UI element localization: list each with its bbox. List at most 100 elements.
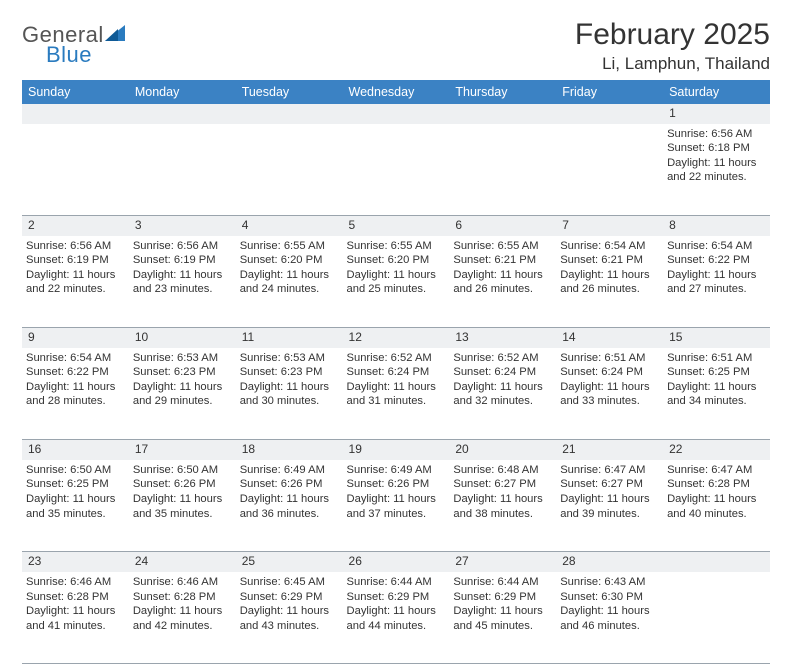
sunset-text: Sunset: 6:19 PM bbox=[133, 253, 232, 268]
day-detail-cell: Sunrise: 6:46 AMSunset: 6:28 PMDaylight:… bbox=[129, 572, 236, 664]
daylight-text: Daylight: 11 hours and 39 minutes. bbox=[560, 492, 659, 521]
day-detail-cell: Sunrise: 6:54 AMSunset: 6:22 PMDaylight:… bbox=[22, 348, 129, 440]
sunrise-text: Sunrise: 6:56 AM bbox=[667, 127, 766, 142]
day-detail-cell bbox=[236, 124, 343, 216]
day-number-cell: 28 bbox=[556, 552, 663, 572]
sunrise-text: Sunrise: 6:44 AM bbox=[347, 575, 446, 590]
location: Li, Lamphun, Thailand bbox=[575, 54, 770, 74]
daynum-row: 16171819202122 bbox=[22, 440, 770, 460]
sunset-text: Sunset: 6:26 PM bbox=[240, 477, 339, 492]
daynum-row: 1 bbox=[22, 104, 770, 124]
sunset-text: Sunset: 6:25 PM bbox=[667, 365, 766, 380]
daylight-text: Daylight: 11 hours and 31 minutes. bbox=[347, 380, 446, 409]
sunset-text: Sunset: 6:21 PM bbox=[560, 253, 659, 268]
weekday-header: Sunday bbox=[22, 80, 129, 104]
day-detail-cell: Sunrise: 6:49 AMSunset: 6:26 PMDaylight:… bbox=[236, 460, 343, 552]
detail-row: Sunrise: 6:56 AM Sunset: 6:19 PM Daylight:… bbox=[22, 236, 770, 328]
day-detail-cell bbox=[22, 124, 129, 216]
day-number-cell: 5 bbox=[343, 216, 450, 236]
daylight-text: Daylight: 11 hours and 38 minutes. bbox=[453, 492, 552, 521]
daylight-text: Daylight: 11 hours and 46 minutes. bbox=[560, 604, 659, 633]
daylight-text: Daylight: 11 hours and 40 minutes. bbox=[667, 492, 766, 521]
logo: General Blue bbox=[22, 18, 126, 74]
day-number-cell: 23 bbox=[22, 552, 129, 572]
sunset-text: Sunset: 6:23 PM bbox=[240, 365, 339, 380]
logo-text-blue: Blue bbox=[46, 42, 92, 67]
day-detail-cell: Sunrise: 6:45 AMSunset: 6:29 PMDaylight:… bbox=[236, 572, 343, 664]
sunrise-text: Sunrise: 6:53 AM bbox=[240, 351, 339, 366]
daylight-text: Daylight: 11 hours and 43 minutes. bbox=[240, 604, 339, 633]
day-detail-cell: Sunrise: 6:47 AMSunset: 6:27 PMDaylight:… bbox=[556, 460, 663, 552]
sunset-text: Sunset: 6:28 PM bbox=[133, 590, 232, 605]
header: General Blue February 2025 Li, Lamphun, … bbox=[22, 18, 770, 74]
day-detail-cell: Sunrise: 6:49 AMSunset: 6:26 PMDaylight:… bbox=[343, 460, 450, 552]
day-number-cell bbox=[129, 104, 236, 124]
detail-row: Sunrise: 6:46 AMSunset: 6:28 PMDaylight:… bbox=[22, 572, 770, 664]
sunrise-text: Sunrise: 6:46 AM bbox=[133, 575, 232, 590]
day-detail-cell: Sunrise: 6:56 AMSunset: 6:18 PMDaylight:… bbox=[663, 124, 770, 216]
daynum-row: 2345678 bbox=[22, 216, 770, 236]
sunset-text: Sunset: 6:25 PM bbox=[26, 477, 125, 492]
day-number-cell bbox=[663, 552, 770, 572]
day-number-cell: 27 bbox=[449, 552, 556, 572]
day-number-cell: 17 bbox=[129, 440, 236, 460]
sunset-text: Sunset: 6:29 PM bbox=[453, 590, 552, 605]
daylight-text: Daylight: 11 hours and 33 minutes. bbox=[560, 380, 659, 409]
day-detail-cell: Sunrise: 6:48 AMSunset: 6:27 PMDaylight:… bbox=[449, 460, 556, 552]
daylight-text: Daylight: 11 hours and 34 minutes. bbox=[667, 380, 766, 409]
day-number-cell: 16 bbox=[22, 440, 129, 460]
weekday-header: Thursday bbox=[449, 80, 556, 104]
sunset-text: Sunset: 6:29 PM bbox=[347, 590, 446, 605]
day-detail-cell: Sunrise: 6:51 AMSunset: 6:25 PMDaylight:… bbox=[663, 348, 770, 440]
day-detail-cell: Sunrise: 6:53 AMSunset: 6:23 PMDaylight:… bbox=[129, 348, 236, 440]
day-detail-cell: Sunrise: 6:55 AMSunset: 6:20 PMDaylight:… bbox=[343, 236, 450, 328]
sunrise-text: Sunrise: 6:54 AM bbox=[667, 239, 766, 254]
sunset-text: Sunset: 6:26 PM bbox=[347, 477, 446, 492]
day-number-cell: 22 bbox=[663, 440, 770, 460]
daylight-text: Daylight: 11 hours and 26 minutes. bbox=[560, 268, 659, 297]
sunset-text: Sunset: 6:29 PM bbox=[240, 590, 339, 605]
sunrise-text: Sunrise: 6:44 AM bbox=[453, 575, 552, 590]
daynum-row: 232425262728 bbox=[22, 552, 770, 572]
weekday-header: Wednesday bbox=[343, 80, 450, 104]
sunset-text: Sunset: 6:22 PM bbox=[667, 253, 766, 268]
day-detail-cell: Sunrise: 6:56 AMSunset: 6:19 PMDaylight:… bbox=[129, 236, 236, 328]
day-number-cell: 20 bbox=[449, 440, 556, 460]
sunrise-text: Sunrise: 6:51 AM bbox=[667, 351, 766, 366]
day-detail-cell: Sunrise: 6:54 AMSunset: 6:22 PMDaylight:… bbox=[663, 236, 770, 328]
day-number-cell: 15 bbox=[663, 328, 770, 348]
sunrise-text: Sunrise: 6:55 AM bbox=[347, 239, 446, 254]
daylight-text: Daylight: 11 hours and 41 minutes. bbox=[26, 604, 125, 633]
sunrise-text: Sunrise: 6:53 AM bbox=[133, 351, 232, 366]
day-detail-cell: Sunrise: 6:52 AMSunset: 6:24 PMDaylight:… bbox=[449, 348, 556, 440]
day-detail-cell: Sunrise: 6:50 AMSunset: 6:26 PMDaylight:… bbox=[129, 460, 236, 552]
sunset-text: Sunset: 6:27 PM bbox=[560, 477, 659, 492]
sunrise-text: Sunrise: 6:52 AM bbox=[453, 351, 552, 366]
day-number-cell: 1 bbox=[663, 104, 770, 124]
sunrise-text: Sunrise: 6:55 AM bbox=[453, 239, 552, 254]
day-number-cell: 11 bbox=[236, 328, 343, 348]
sail-icon bbox=[104, 24, 126, 47]
sunset-text: Sunset: 6:24 PM bbox=[453, 365, 552, 380]
daylight-text: Daylight: 11 hours and 26 minutes. bbox=[453, 268, 552, 297]
day-number-cell: 3 bbox=[129, 216, 236, 236]
day-number-cell bbox=[449, 104, 556, 124]
day-detail-cell: Sunrise: 6:53 AMSunset: 6:23 PMDaylight:… bbox=[236, 348, 343, 440]
daylight-text: Daylight: 11 hours and 27 minutes. bbox=[667, 268, 766, 297]
daylight-text: Daylight: 11 hours and 29 minutes. bbox=[133, 380, 232, 409]
day-detail-cell: Sunrise: 6:54 AMSunset: 6:21 PMDaylight:… bbox=[556, 236, 663, 328]
sunrise-text: Sunrise: 6:46 AM bbox=[26, 575, 125, 590]
day-detail-cell bbox=[556, 124, 663, 216]
daylight-text: Daylight: 11 hours and 37 minutes. bbox=[347, 492, 446, 521]
day-number-cell: 2 bbox=[22, 216, 129, 236]
daylight-text: Daylight: 11 hours and 36 minutes. bbox=[240, 492, 339, 521]
day-detail-cell: Sunrise: 6:52 AMSunset: 6:24 PMDaylight:… bbox=[343, 348, 450, 440]
sunrise-text: Sunrise: 6:56 AM bbox=[26, 239, 125, 254]
sunrise-text: Sunrise: 6:45 AM bbox=[240, 575, 339, 590]
logo-text: General Blue bbox=[22, 22, 126, 74]
sunset-text: Sunset: 6:23 PM bbox=[133, 365, 232, 380]
daylight-text: Daylight: 11 hours and 42 minutes. bbox=[133, 604, 232, 633]
sunset-text: Sunset: 6:20 PM bbox=[347, 253, 446, 268]
daylight-text: Daylight: 11 hours and 28 minutes. bbox=[26, 380, 125, 409]
sunrise-text: Sunrise: 6:50 AM bbox=[26, 463, 125, 478]
